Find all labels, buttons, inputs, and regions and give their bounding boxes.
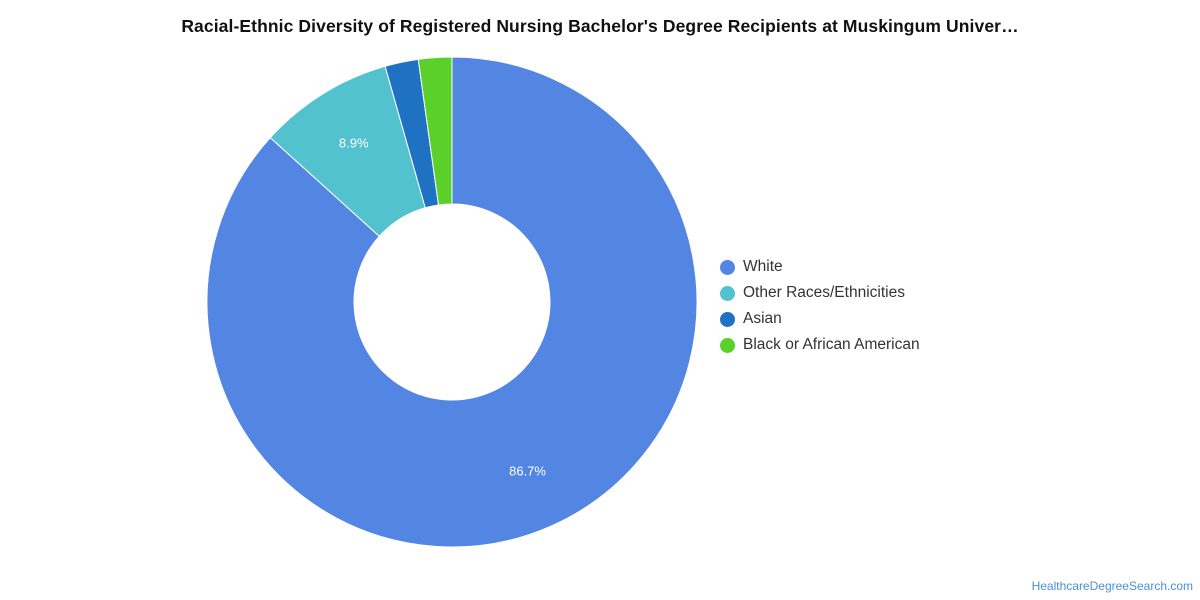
- slice-label-other-races-ethnicities: 8.9%: [339, 135, 369, 150]
- slice-white[interactable]: [206, 56, 698, 548]
- legend-item-asian[interactable]: Asian: [720, 306, 920, 332]
- legend-label-asian: Asian: [743, 310, 782, 327]
- source-credit[interactable]: HealthcareDegreeSearch.com: [1031, 579, 1193, 593]
- legend-label-white: White: [743, 258, 783, 275]
- legend-label-other-races-ethnicities: Other Races/Ethnicities: [743, 284, 905, 301]
- legend-item-other-races-ethnicities[interactable]: Other Races/Ethnicities: [720, 280, 920, 306]
- legend-marker-black-or-african-american: [720, 337, 735, 353]
- legend-marker-white: [720, 259, 735, 275]
- slice-label-white: 86.7%: [509, 464, 546, 479]
- slice-black-or-african-american[interactable]: [417, 56, 453, 206]
- chart-title: Racial-Ethnic Diversity of Registered Nu…: [181, 16, 1019, 36]
- legend-item-white[interactable]: White: [720, 254, 920, 280]
- legend-marker-asian: [720, 311, 735, 327]
- legend: White Other Races/Ethnicities Asian Black o…: [720, 254, 920, 358]
- legend-marker-other-races-ethnicities: [720, 285, 735, 301]
- legend-item-black-or-african-american[interactable]: Black or African American: [720, 332, 920, 358]
- legend-label-black-or-african-american: Black or African American: [743, 336, 920, 353]
